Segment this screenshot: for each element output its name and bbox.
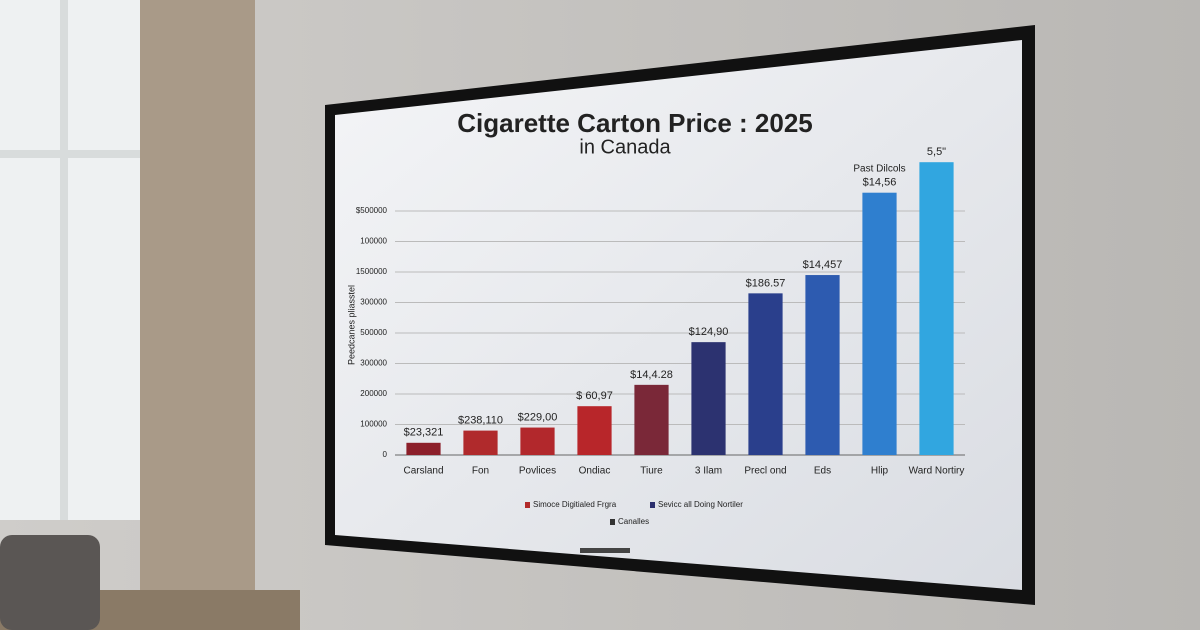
bar [805,275,840,455]
y-axis-label: Peedcanes pliasstel [346,285,356,365]
x-tick-label: Precl ond [744,466,786,477]
bar-label: $229,00 [518,411,558,423]
legend-swatch [650,502,655,508]
bar-label: $238,110 [458,415,503,427]
x-tick-label: Fon [472,466,489,477]
window [0,0,140,520]
bar-label: $ 60,97 [576,390,613,402]
y-tick-label: 100000 [360,420,387,429]
bar [520,427,555,455]
bar [691,342,726,455]
x-tick-label: Tiure [640,466,663,477]
bar-label: 5,5" [927,146,946,158]
bar [919,162,954,455]
legend-label: Canalles [618,517,649,526]
window-frame [0,150,140,158]
bar-label: $186.57 [746,277,786,289]
y-tick-label: 500000 [360,328,387,337]
bar-label: $23,321 [404,427,444,439]
y-tick-label: 200000 [360,389,387,398]
plot: 0 100000 200000 300000 500000 300000 1500000 10… [356,146,965,526]
sofa [0,535,100,630]
bar-label: $124,90 [689,326,729,338]
x-tick-label: Ward Nortiry [909,466,965,477]
legend-swatch [610,519,615,525]
bar [463,430,498,455]
legend-label: Simoce Digitialed Frgra [533,500,617,509]
bar [577,406,612,455]
x-tick-label: Hlip [871,466,889,477]
y-tick-label: 300000 [360,359,387,368]
legend-swatch [525,502,530,508]
annotation: Past Dilcols [853,163,905,174]
bar-label: $14,457 [803,259,843,271]
y-tick-label: 1500000 [356,267,388,276]
y-tick-label: $500000 [356,206,388,215]
tv-logo [580,548,630,553]
x-tick-label: Carsland [403,466,443,477]
bar [748,293,783,455]
curtain [140,0,255,590]
y-tick-label: 0 [383,450,388,459]
window-frame [60,0,68,520]
chart-title: Cigarette Carton Price : 2025 [457,108,812,138]
bar [634,384,669,455]
y-tick-label: 300000 [360,298,387,307]
legend-label: Sevicc all Doing Nortiler [658,500,743,509]
x-tick-label: 3 Ilam [695,466,722,477]
bar-label: $14,56 [863,177,897,189]
bar [406,442,441,455]
x-tick-label: Povlices [519,466,556,477]
tv-screen [335,40,1022,590]
bar [862,192,897,455]
bar-label: $14,4.28 [630,369,673,381]
x-tick-label: Eds [814,466,831,477]
chart-subtitle: in Canada [579,136,671,158]
x-tick-label: Ondiac [579,466,611,477]
y-tick-label: 100000 [360,237,387,246]
